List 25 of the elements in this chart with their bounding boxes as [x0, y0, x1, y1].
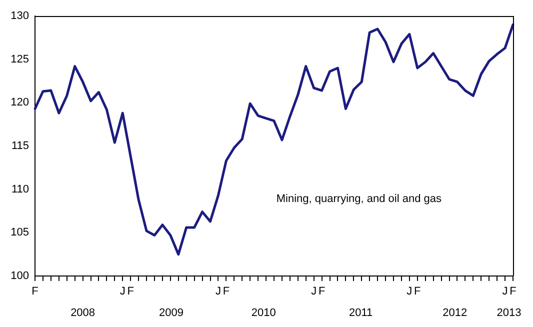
x-tick-label: F [32, 286, 39, 298]
y-tick-label: 115 [11, 140, 29, 152]
x-tick-label: F [510, 286, 517, 298]
text: 2013 [496, 307, 522, 320]
y-tick-label: 120 [10, 96, 29, 109]
x-tick-label: J [120, 286, 126, 298]
text: 2009 [158, 307, 184, 320]
text: 2010 [251, 307, 276, 320]
text: 2011 [349, 307, 373, 320]
annotation: Mining, quarrying, and oil and gas [276, 192, 442, 205]
y-tick-label: 130 [10, 10, 29, 22]
x-tick-label: F [414, 286, 422, 298]
y-tick-label: 125 [10, 53, 29, 66]
y-tick-label: 100 [10, 270, 29, 282]
text: 2008 [70, 307, 96, 320]
y-tick-label: 105 [10, 226, 29, 239]
x-tick-label: F [318, 286, 326, 298]
x-tick-label: J [406, 286, 412, 298]
y-tick-label: 110 [11, 183, 29, 196]
x-tick-label: F [222, 286, 230, 298]
x-tick-label: J [311, 286, 317, 298]
x-tick-label: J [215, 286, 221, 298]
x-tick-label: F [127, 286, 134, 298]
text: 2012 [442, 307, 468, 320]
x-tick-label: J [502, 286, 508, 298]
